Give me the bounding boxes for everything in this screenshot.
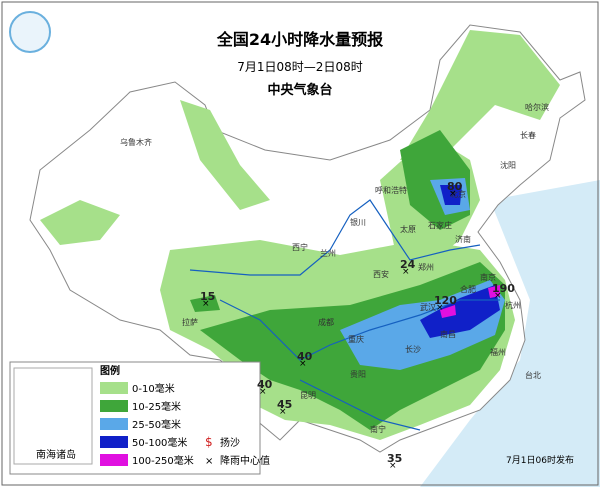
city-label: 成都 [318, 317, 334, 327]
title: 全国24小时降水量预报 [216, 30, 383, 49]
center-mark: × [436, 303, 444, 313]
city-label: 昆明 [300, 391, 316, 400]
city-label: 长春 [520, 130, 536, 140]
city-label: 郑州 [418, 262, 434, 272]
city-label: 太原 [400, 224, 416, 234]
pearl-river [299, 379, 421, 431]
city-label: 银川 [350, 217, 366, 227]
legend-label: 0-10毫米 [132, 382, 175, 395]
city-label: 兰州 [320, 248, 336, 258]
rain-center-value: 15 [200, 290, 215, 303]
city-label: 杭州 [505, 300, 521, 310]
center-mark: × [449, 189, 457, 199]
center-mark: × [202, 299, 210, 309]
center-mark: × [389, 461, 397, 471]
center-mark: × [279, 407, 287, 417]
legend-swatch [100, 418, 128, 430]
period: 7月1日08时—2日08时 [237, 60, 362, 74]
rain-center-value: 24 [400, 258, 416, 271]
city-label: 沈阳 [500, 160, 516, 170]
legend-swatch [100, 436, 128, 448]
sand-symbol: $ [205, 435, 213, 449]
city-label: 西宁 [292, 242, 308, 252]
city-label: 南宁 [370, 424, 386, 434]
city-label: 乌鲁木齐 [120, 137, 152, 147]
rain-center-value: 45 [277, 398, 292, 411]
rain-0-10 [40, 100, 270, 245]
city-label: 拉萨 [182, 317, 198, 327]
yellow-river [189, 199, 481, 276]
center-mark: × [259, 387, 267, 397]
legend-label: 50-100毫米 [132, 436, 187, 449]
rain-center-value: 80 [447, 180, 463, 193]
rivers [189, 199, 500, 431]
city-label: 贵阳 [350, 369, 366, 379]
legend-label: 100-250毫米 [132, 454, 194, 467]
city-label: 长沙 [405, 344, 421, 354]
logo [9, 11, 51, 53]
city-label: 哈尔滨 [525, 102, 549, 112]
city-label: 重庆 [348, 334, 364, 344]
city-label: 南昌 [440, 329, 456, 339]
center-mark: × [402, 267, 410, 277]
city-label: 南京 [480, 272, 496, 282]
rain-center-value: 40 [297, 350, 313, 363]
legend-title: 图例 [100, 364, 120, 377]
legend-swatch [100, 454, 128, 466]
city-label: 北京 [450, 189, 466, 199]
center-symbol: × [205, 456, 213, 467]
legend-label: 扬沙 [220, 436, 240, 449]
rain-10-25 [190, 295, 220, 312]
issuer: 中央气象台 [267, 82, 332, 98]
legend-label: 降雨中心值 [220, 454, 270, 467]
city-label: 武汉 [420, 302, 436, 312]
rain-0-10 [400, 30, 560, 160]
inset-box [13, 367, 93, 465]
city-label: 合肥 [460, 284, 476, 294]
rain-100-250 [440, 285, 500, 318]
center-mark: × [299, 359, 307, 369]
rain-center-value: 120 [434, 294, 457, 307]
legend-swatch [100, 382, 128, 394]
yangtze-river [219, 299, 500, 361]
rain-center-value: 35 [387, 452, 402, 465]
legend: 南海诸岛 图例 0-10毫米 10-25毫米 25-50毫米 50-100毫米 … [9, 361, 270, 475]
city-label: 台北 [525, 370, 541, 380]
legend-swatch [100, 400, 128, 412]
city-label: 济南 [455, 234, 471, 244]
rain-center-value: 40 [257, 378, 273, 391]
rain-center-value: 190 [492, 282, 515, 295]
legend-label: 25-50毫米 [132, 418, 181, 431]
footer: 7月1日06时发布 [506, 454, 574, 466]
city-label: 福州 [490, 348, 506, 357]
sea [420, 180, 600, 487]
city-label: 石家庄 [428, 220, 452, 230]
city-label: 西安 [373, 269, 389, 279]
center-mark: × [494, 291, 502, 301]
city-label: 呼和浩特 [375, 185, 407, 195]
inset-label: 南海诸岛 [36, 448, 76, 461]
legend-label: 10-25毫米 [132, 400, 181, 413]
